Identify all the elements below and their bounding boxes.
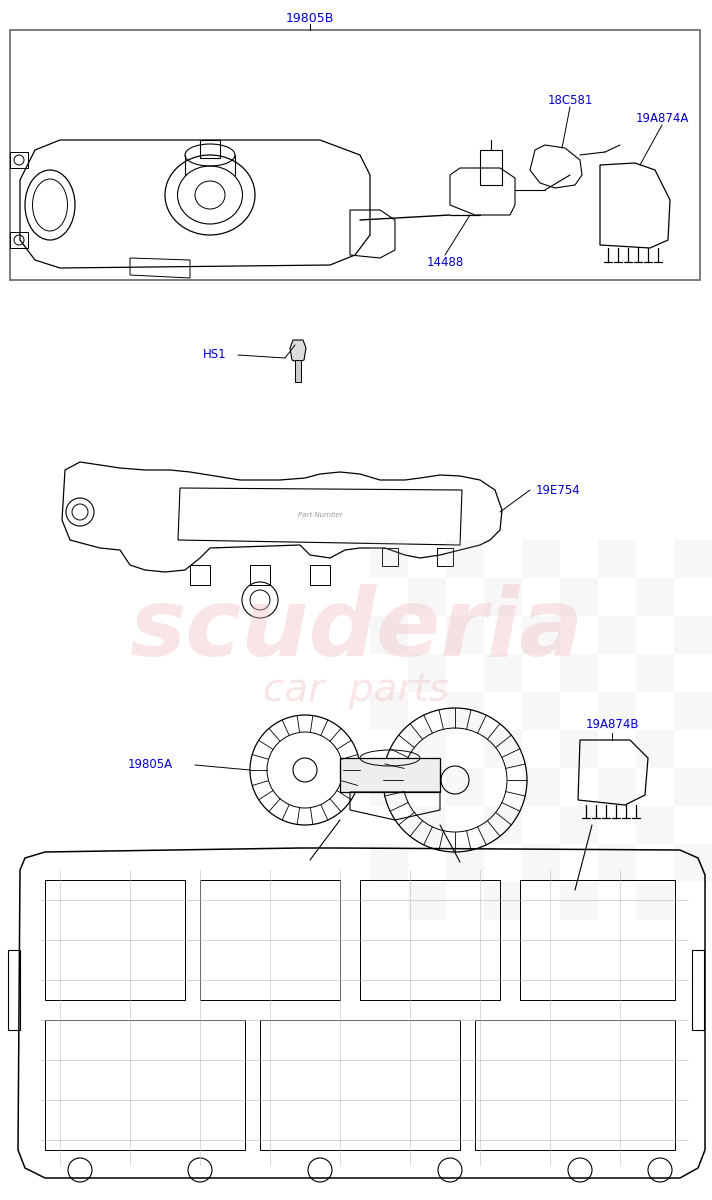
Text: HS1: HS1: [203, 348, 227, 361]
Bar: [45, 880, 185, 1000]
Text: 19A874A: 19A874A: [635, 112, 689, 125]
Bar: [200, 140, 220, 158]
Bar: [10, 232, 28, 248]
Bar: [484, 882, 522, 920]
Bar: [446, 540, 484, 578]
Bar: [674, 844, 712, 882]
Bar: [10, 30, 700, 280]
Bar: [340, 758, 440, 792]
Bar: [370, 540, 408, 578]
Bar: [408, 654, 446, 692]
Bar: [370, 844, 408, 882]
Bar: [522, 540, 560, 578]
Bar: [522, 692, 560, 730]
Text: 19805B: 19805B: [286, 12, 334, 24]
Bar: [437, 548, 453, 566]
Bar: [408, 882, 446, 920]
Bar: [190, 565, 210, 584]
Bar: [446, 768, 484, 806]
Bar: [446, 844, 484, 882]
Bar: [484, 578, 522, 616]
Bar: [636, 730, 674, 768]
Bar: [295, 360, 301, 382]
Bar: [260, 1020, 460, 1150]
Text: 14488: 14488: [426, 256, 464, 269]
Bar: [45, 1020, 245, 1150]
Bar: [310, 565, 330, 584]
Bar: [446, 616, 484, 654]
Bar: [560, 806, 598, 844]
Bar: [522, 768, 560, 806]
Bar: [520, 880, 675, 1000]
Bar: [370, 768, 408, 806]
Text: Part Number: Part Number: [298, 512, 342, 518]
Bar: [408, 578, 446, 616]
Bar: [446, 692, 484, 730]
Text: 19E754: 19E754: [535, 484, 580, 497]
Text: scuderia: scuderia: [129, 584, 583, 676]
Bar: [522, 616, 560, 654]
Bar: [370, 616, 408, 654]
Bar: [250, 565, 270, 584]
Polygon shape: [290, 340, 306, 362]
Bar: [522, 844, 560, 882]
Bar: [674, 768, 712, 806]
Bar: [598, 768, 636, 806]
Bar: [636, 578, 674, 616]
Bar: [598, 616, 636, 654]
Bar: [598, 692, 636, 730]
Bar: [598, 540, 636, 578]
Bar: [475, 1020, 675, 1150]
Bar: [484, 654, 522, 692]
Bar: [560, 654, 598, 692]
Bar: [636, 654, 674, 692]
Bar: [674, 616, 712, 654]
Bar: [370, 692, 408, 730]
Bar: [408, 730, 446, 768]
Bar: [484, 730, 522, 768]
Bar: [598, 844, 636, 882]
Text: car  parts: car parts: [263, 671, 449, 709]
Bar: [636, 806, 674, 844]
Bar: [480, 150, 502, 185]
Text: 18C581: 18C581: [548, 94, 592, 107]
Bar: [692, 950, 704, 1030]
Text: 19A874B: 19A874B: [585, 719, 639, 732]
Bar: [360, 880, 500, 1000]
Bar: [674, 540, 712, 578]
Bar: [560, 882, 598, 920]
Text: 19805A: 19805A: [127, 758, 172, 772]
Bar: [8, 950, 20, 1030]
Bar: [560, 730, 598, 768]
Bar: [484, 806, 522, 844]
Bar: [636, 882, 674, 920]
Bar: [674, 692, 712, 730]
Bar: [560, 578, 598, 616]
Bar: [408, 806, 446, 844]
Bar: [200, 880, 340, 1000]
Bar: [382, 548, 398, 566]
Bar: [10, 152, 28, 168]
